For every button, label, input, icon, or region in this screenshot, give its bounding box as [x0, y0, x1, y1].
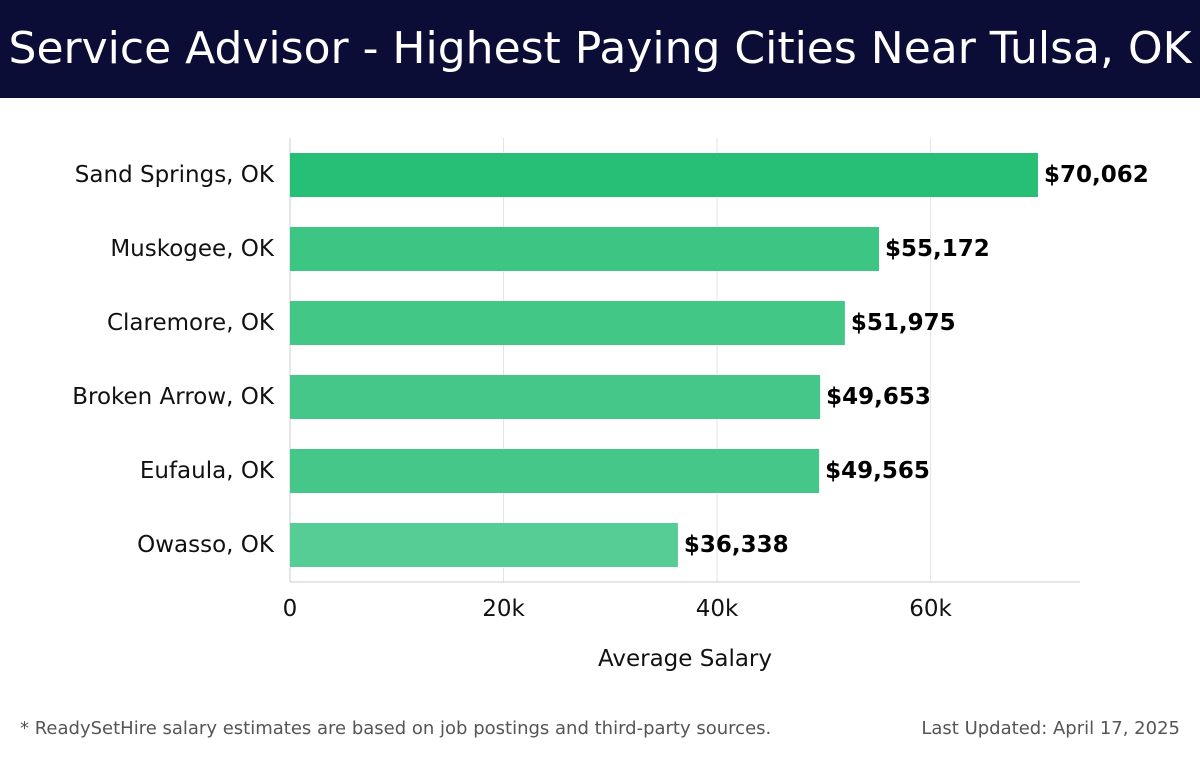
value-label-4: $49,565 — [825, 458, 930, 484]
bar-3 — [290, 375, 821, 419]
category-label-1: Muskogee, OK — [110, 236, 275, 262]
x-tick-label-2: 40k — [696, 596, 739, 622]
x-axis-title: Average Salary — [598, 646, 772, 672]
last-updated: Last Updated: April 17, 2025 — [921, 718, 1180, 739]
value-label-3: $49,653 — [826, 384, 931, 410]
value-label-5: $36,338 — [684, 532, 789, 558]
footnote: * ReadySetHire salary estimates are base… — [20, 718, 772, 739]
value-label-2: $51,975 — [851, 310, 956, 336]
x-tick-label-1: 20k — [482, 596, 525, 622]
bar-4 — [290, 449, 820, 493]
bar-0 — [290, 153, 1038, 197]
page-title: Service Advisor - Highest Paying Cities … — [8, 23, 1192, 74]
bar-5 — [290, 523, 678, 567]
bar-2 — [290, 301, 845, 345]
category-label-0: Sand Springs, OK — [75, 162, 275, 188]
value-label-1: $55,172 — [885, 236, 990, 262]
x-tick-label-3: 60k — [909, 596, 952, 622]
category-label-3: Broken Arrow, OK — [72, 384, 275, 410]
header-bar: Service Advisor - Highest Paying Cities … — [0, 0, 1200, 98]
x-tick-label-0: 0 — [283, 596, 298, 622]
category-label-2: Claremore, OK — [107, 310, 275, 336]
category-label-5: Owasso, OK — [137, 532, 275, 558]
bar-1 — [290, 227, 879, 271]
bar-chart: Sand Springs, OK $70,062 Muskogee, OK $55,1… — [72, 138, 1149, 672]
value-label-0: $70,062 — [1044, 162, 1149, 188]
category-label-4: Eufaula, OK — [140, 458, 275, 484]
